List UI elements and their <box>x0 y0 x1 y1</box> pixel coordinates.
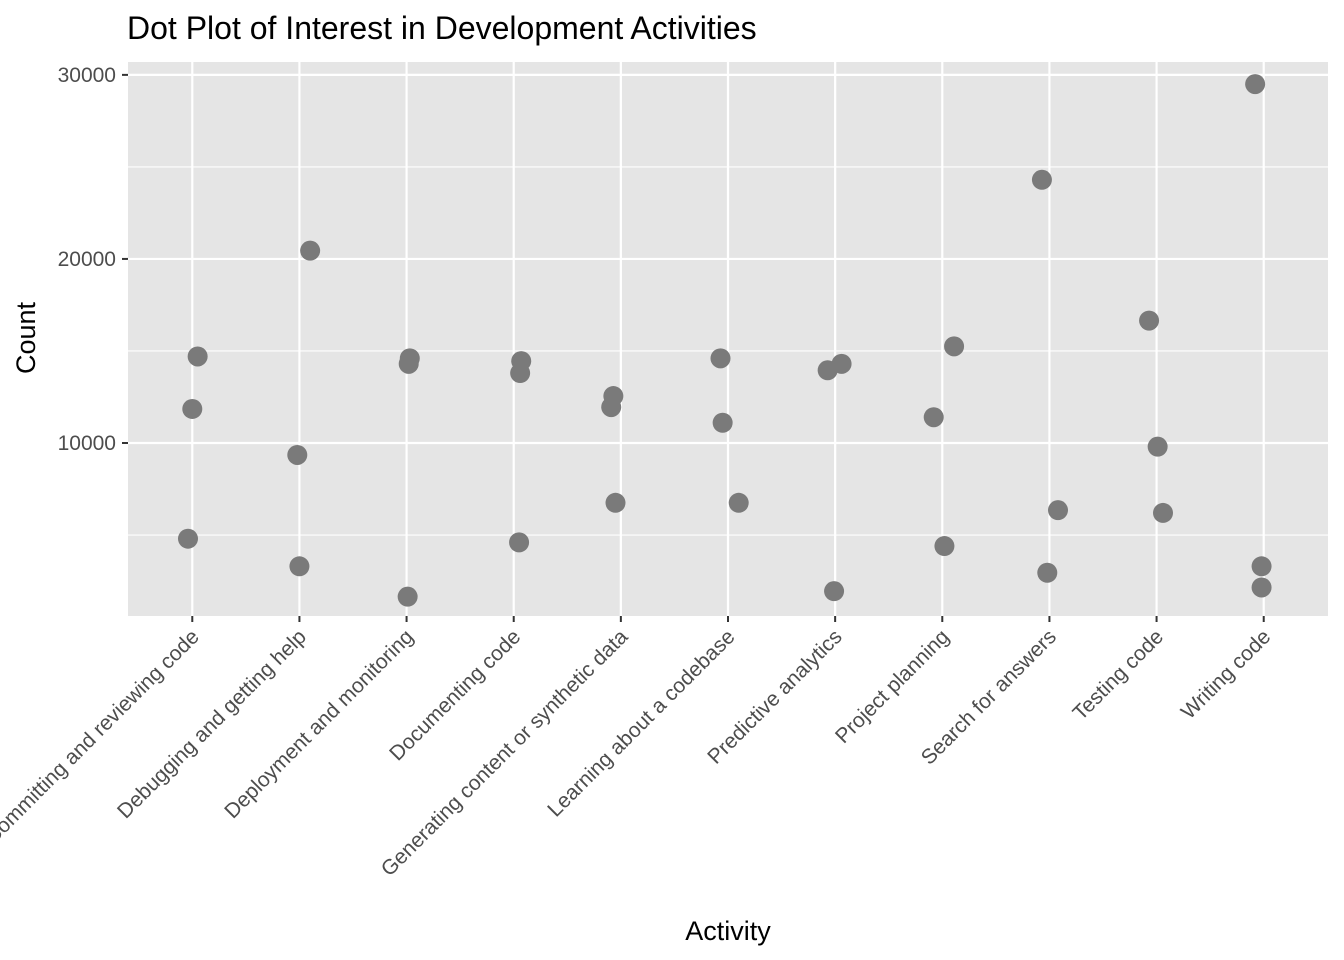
x-tick-label: Writing code <box>1177 625 1276 724</box>
data-point <box>397 586 418 607</box>
data-point <box>601 397 622 418</box>
data-point <box>934 536 955 557</box>
data-point <box>187 346 208 367</box>
x-tick-label: Testing code <box>1068 625 1168 725</box>
data-point <box>831 353 852 374</box>
data-point <box>605 492 626 513</box>
data-point <box>300 240 321 261</box>
data-point <box>824 581 845 602</box>
x-tick-label: Learning about a codebase <box>543 625 739 821</box>
data-point <box>509 532 530 553</box>
x-axis-title: Activity <box>685 916 771 946</box>
chart-title: Dot Plot of Interest in Development Acti… <box>127 10 757 46</box>
data-point <box>287 444 308 465</box>
data-point <box>182 398 203 419</box>
data-point <box>1139 310 1160 331</box>
data-point <box>1251 577 1272 598</box>
y-tick-label: 20000 <box>58 248 116 271</box>
major-gridlines <box>128 62 1328 616</box>
data-point <box>1031 169 1052 190</box>
data-point <box>944 336 965 357</box>
data-point <box>712 412 733 433</box>
x-tick-label: Project planning <box>831 625 954 748</box>
data-point <box>923 407 944 428</box>
data-point <box>1251 556 1272 577</box>
data-point <box>1037 562 1058 583</box>
data-point <box>1048 500 1068 521</box>
y-tick-label: 30000 <box>58 64 116 87</box>
data-point <box>510 363 531 384</box>
data-point <box>178 528 198 549</box>
y-axis: 10000 20000 30000 <box>58 64 128 455</box>
data-point <box>289 556 310 577</box>
data-point <box>710 348 731 369</box>
data-points <box>178 74 1272 607</box>
data-point <box>398 353 419 374</box>
x-tick-label: Committing and reviewing code <box>0 625 204 848</box>
data-point <box>728 492 749 513</box>
y-tick-label: 10000 <box>58 432 116 455</box>
x-tick-label: Deployment and monitoring <box>220 625 418 823</box>
y-axis-title: Count <box>11 301 41 374</box>
x-tick-label: Debugging and getting help <box>113 625 311 823</box>
data-point <box>1153 502 1173 523</box>
data-point <box>1245 74 1266 95</box>
data-point <box>1147 436 1168 457</box>
